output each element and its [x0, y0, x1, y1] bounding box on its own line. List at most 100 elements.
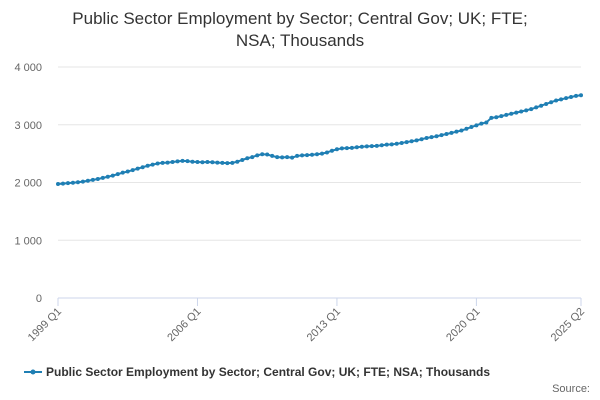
x-tick-label: 2025 Q2 — [549, 306, 587, 344]
data-point — [115, 172, 120, 177]
data-point — [459, 128, 464, 133]
data-point — [544, 101, 549, 106]
chart-title-line-1: Public Sector Employment by Sector; Cent… — [72, 9, 527, 28]
data-point — [315, 152, 320, 157]
data-point — [324, 150, 329, 155]
x-tick-label: 2020 Q1 — [444, 306, 482, 344]
data-point — [419, 137, 424, 142]
y-tick-label: 2 000 — [14, 178, 42, 190]
data-point — [469, 125, 474, 130]
data-point — [240, 157, 245, 162]
data-point — [499, 114, 504, 119]
data-point — [100, 175, 105, 180]
legend[interactable]: Public Sector Employment by Sector; Cent… — [24, 365, 490, 379]
y-tick-label: 0 — [36, 293, 42, 305]
chart-title-line-2: NSA; Thousands — [236, 31, 364, 50]
data-point — [364, 144, 369, 149]
data-point — [489, 115, 494, 120]
data-point — [349, 145, 354, 150]
data-point — [494, 115, 499, 120]
data-point — [334, 147, 339, 152]
data-point — [429, 135, 434, 140]
data-point — [300, 153, 305, 158]
data-point — [170, 159, 175, 164]
data-point — [70, 180, 75, 185]
data-point — [549, 100, 554, 105]
data-point — [384, 142, 389, 147]
data-point — [235, 159, 240, 164]
data-point — [449, 130, 454, 135]
data-point — [414, 138, 419, 143]
data-point — [195, 159, 200, 164]
data-point — [329, 148, 334, 153]
data-point — [160, 160, 165, 165]
legend-series-label: Public Sector Employment by Sector; Cent… — [46, 365, 490, 379]
x-tick-label: 2006 Q1 — [165, 306, 203, 344]
data-point — [454, 129, 459, 134]
data-point — [404, 140, 409, 145]
data-point — [210, 160, 215, 165]
data-point — [285, 155, 290, 160]
data-point — [409, 139, 414, 144]
data-point — [260, 152, 265, 157]
data-point — [399, 140, 404, 145]
data-point — [564, 96, 569, 101]
data-point — [305, 153, 310, 158]
data-point — [519, 109, 524, 114]
data-point — [394, 141, 399, 146]
x-axis: 1999 Q1 2006 Q1 2013 Q1 2020 Q1 2025 Q2 — [26, 297, 587, 344]
data-point — [509, 111, 514, 116]
data-point — [200, 160, 205, 165]
data-point — [474, 123, 479, 128]
data-point — [190, 159, 195, 164]
data-point — [554, 98, 559, 103]
x-tick-label: 2013 Q1 — [305, 306, 343, 344]
data-point — [110, 173, 115, 178]
data-point — [175, 159, 180, 164]
data-point — [270, 153, 275, 158]
data-point — [389, 142, 394, 147]
data-point — [145, 163, 150, 168]
y-tick-label: 1 000 — [14, 235, 42, 247]
data-point — [230, 160, 235, 165]
data-point — [205, 159, 210, 164]
data-point — [125, 169, 130, 174]
data-point — [339, 146, 344, 151]
data-point — [354, 145, 359, 150]
data-point — [130, 168, 135, 173]
data-point — [265, 152, 270, 157]
data-point — [280, 155, 285, 160]
data-point — [75, 180, 80, 185]
data-point — [439, 133, 444, 138]
series-layer — [56, 93, 583, 186]
data-point — [484, 120, 489, 125]
grid-lines — [58, 66, 581, 241]
data-point — [140, 165, 145, 170]
data-point — [60, 181, 65, 186]
data-point — [290, 155, 295, 160]
y-axis-ticks: 0 1 000 2 000 3 000 4 000 — [14, 62, 42, 305]
data-point — [56, 181, 60, 186]
data-point — [225, 161, 230, 166]
data-point — [310, 152, 315, 157]
data-point — [514, 110, 519, 115]
data-point — [359, 144, 364, 149]
data-point — [165, 160, 170, 165]
data-point — [434, 134, 439, 139]
data-point — [374, 143, 379, 148]
data-point — [220, 160, 225, 165]
data-point — [250, 155, 255, 160]
data-point — [155, 161, 160, 166]
data-point — [424, 136, 429, 141]
data-point — [90, 177, 95, 182]
data-point — [95, 177, 100, 182]
data-point — [379, 143, 384, 148]
data-point — [180, 158, 185, 163]
y-tick-label: 3 000 — [14, 120, 42, 132]
data-point — [559, 97, 564, 102]
data-point — [574, 93, 579, 98]
data-point — [120, 170, 125, 175]
data-point — [444, 131, 449, 136]
data-point — [344, 146, 349, 151]
